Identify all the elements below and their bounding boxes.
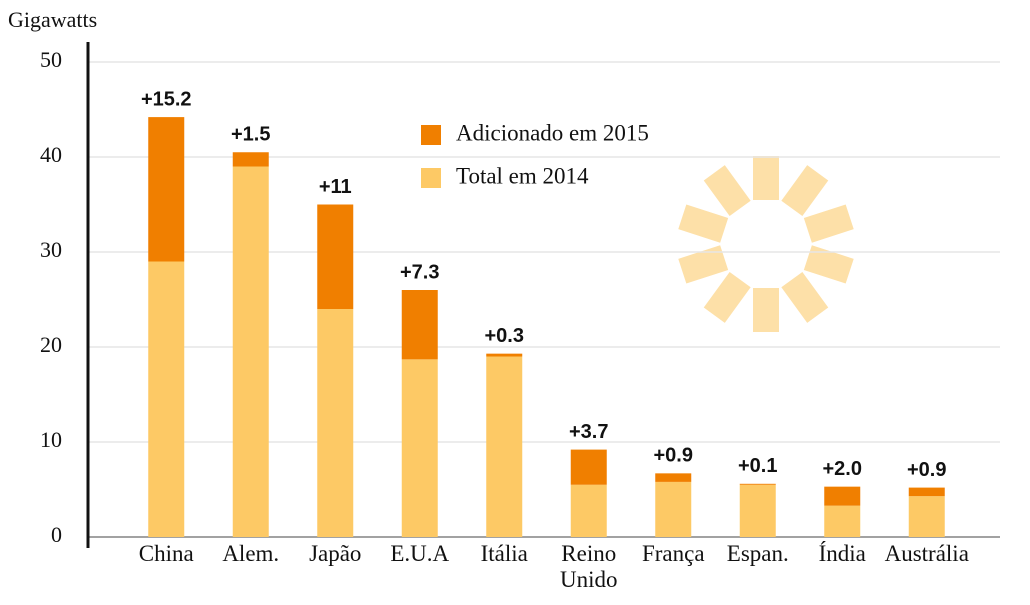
bar-segment — [739, 484, 776, 537]
legend-swatch — [421, 168, 441, 188]
y-axis-label: Gigawatts — [8, 7, 97, 32]
bar-segment — [232, 166, 269, 537]
x-tick-label: Espan. — [726, 541, 789, 566]
value-label: +3.7 — [569, 421, 608, 443]
value-label: +15.2 — [141, 88, 192, 110]
bar-segment — [570, 449, 607, 485]
bar-segment — [824, 505, 861, 537]
bar-segment — [401, 290, 438, 360]
bar-segment — [908, 487, 945, 497]
value-label: +0.9 — [907, 459, 946, 481]
x-tick-label: Itália — [480, 541, 528, 566]
value-label: +11 — [319, 176, 352, 198]
bar-segment — [148, 117, 185, 262]
bar-segment — [739, 483, 776, 485]
bar-segment — [148, 261, 185, 537]
y-tick-label: 0 — [51, 522, 62, 547]
bar-segment — [232, 152, 269, 167]
x-tick-label: China — [138, 541, 194, 566]
legend-label: Total em 2014 — [456, 163, 589, 188]
bar-segment — [486, 356, 523, 537]
value-label: +2.0 — [823, 458, 862, 480]
bar-segment — [401, 359, 438, 537]
bar-segment — [317, 309, 354, 537]
x-tick-label: Reino Unido — [560, 541, 618, 592]
legend-label: Adicionado em 2015 — [456, 120, 649, 145]
y-tick-label: 50 — [40, 47, 62, 72]
bar-segment — [570, 484, 607, 537]
value-label: +0.3 — [485, 325, 524, 347]
bar-segment — [317, 204, 354, 309]
y-tick-label: 40 — [40, 142, 62, 167]
bar-segment — [486, 353, 523, 357]
y-tick-label: 20 — [40, 332, 62, 357]
sun-icon — [678, 156, 854, 332]
x-tick-label: França — [641, 541, 705, 566]
value-label: +0.1 — [738, 455, 777, 477]
bar-segment — [655, 473, 692, 482]
bar-segment — [824, 486, 861, 506]
legend-swatch — [421, 125, 441, 145]
y-tick-label: 30 — [40, 237, 62, 262]
x-tick-label: Japão — [309, 541, 362, 566]
value-label: +0.9 — [654, 445, 693, 467]
x-tick-label: E.U.A — [390, 541, 450, 566]
y-tick-label: 10 — [40, 427, 62, 452]
x-tick-label: Austrália — [884, 541, 969, 566]
x-tick-label: Alem. — [222, 541, 280, 566]
value-label: +1.5 — [231, 124, 270, 146]
x-tick-label: Índia — [818, 541, 866, 566]
bar-segment — [908, 496, 945, 537]
value-label: +7.3 — [400, 261, 439, 283]
bar-segment — [655, 481, 692, 537]
